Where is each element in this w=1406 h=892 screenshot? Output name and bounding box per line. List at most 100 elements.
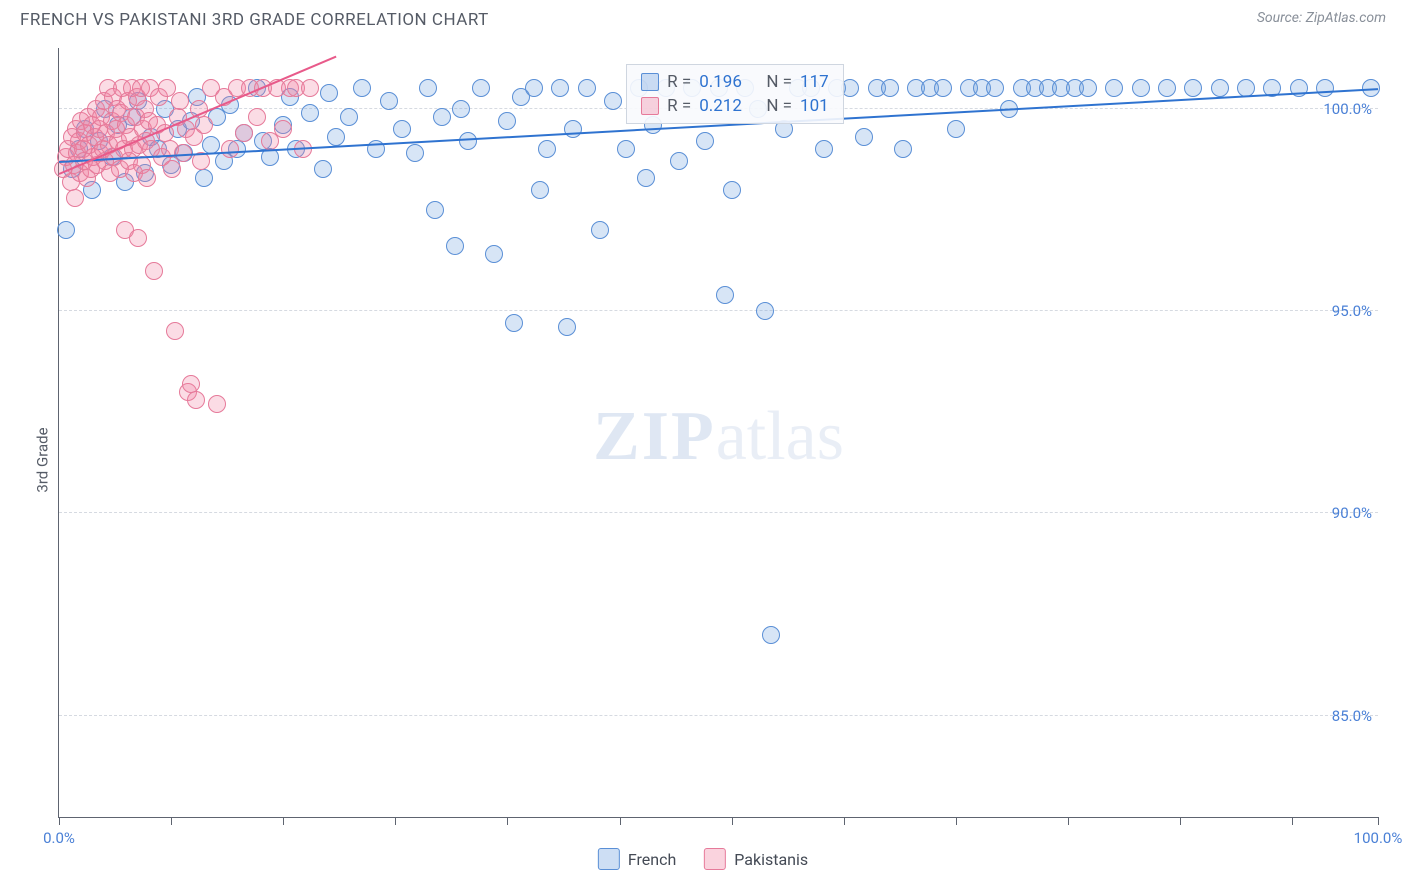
scatter-point [380,92,398,110]
scatter-point [934,79,952,97]
stats-swatch [641,73,659,91]
x-tick [171,817,172,825]
x-tick [283,817,284,825]
scatter-point [558,318,576,336]
stats-row: R = 0.212 N = 101 [641,94,829,118]
scatter-point [426,201,444,219]
scatter-point [393,120,411,138]
x-tick-label: 0.0% [43,829,75,847]
scatter-point [696,132,714,150]
x-tick [59,817,60,825]
scatter-point [855,128,873,146]
stats-r-label: R = [667,72,691,92]
scatter-point [986,79,1004,97]
scatter-point [340,108,358,126]
scatter-point [881,79,899,97]
scatter-point [459,132,477,150]
x-tick [1180,817,1181,825]
scatter-point [617,140,635,158]
scatter-point [301,79,319,97]
scatter-point [1105,79,1123,97]
y-tick-label: 95.0% [1332,302,1372,320]
scatter-point [551,79,569,97]
stats-row: R = 0.196 N = 117 [641,70,829,94]
stats-box: R = 0.196 N = 117R = 0.212 N = 101 [626,64,844,124]
stats-r-value: 0.212 [699,96,742,116]
scatter-point [171,92,189,110]
plot-area: ZIPatlas 85.0%90.0%95.0%100.0%0.0%100.0%… [58,48,1378,818]
scatter-point [138,169,156,187]
scatter-point [235,124,253,142]
scatter-point [57,221,75,239]
watermark-rest: atlas [716,398,844,475]
scatter-point [1132,79,1150,97]
stats-r-value: 0.196 [699,72,742,92]
source-label: Source: ZipAtlas.com [1257,10,1386,26]
legend-label-french: French [628,850,676,869]
watermark-zip: ZIP [593,398,716,475]
scatter-point [195,116,213,134]
stats-n-label: N = [766,96,792,116]
chart-title: FRENCH VS PAKISTANI 3RD GRADE CORRELATIO… [20,10,489,30]
scatter-point [145,262,163,280]
gridline-h [59,512,1378,513]
scatter-point [433,108,451,126]
scatter-point [815,140,833,158]
y-tick-label: 90.0% [1332,504,1372,522]
y-tick-label: 100.0% [1323,100,1372,118]
legend-item-pakistanis: Pakistanis [704,848,808,870]
scatter-point [1184,79,1202,97]
scatter-point [498,112,516,130]
scatter-point [947,120,965,138]
scatter-point [452,100,470,118]
scatter-point [327,128,345,146]
x-tick [395,817,396,825]
y-tick-label: 85.0% [1332,707,1372,725]
scatter-point [578,79,596,97]
legend: French Pakistanis [598,848,808,870]
scatter-point [446,237,464,255]
stats-n-label: N = [766,72,792,92]
scatter-point [756,302,774,320]
x-tick [620,817,621,825]
scatter-point [301,104,319,122]
scatter-point [208,395,226,413]
legend-swatch-french [598,848,620,870]
scatter-point [670,152,688,170]
scatter-point [166,322,184,340]
scatter-point [604,92,622,110]
scatter-point [129,229,147,247]
x-tick [956,817,957,825]
scatter-point [762,626,780,644]
scatter-point [406,144,424,162]
scatter-point [894,140,912,158]
scatter-point [1211,79,1229,97]
scatter-point [716,286,734,304]
scatter-point [505,314,523,332]
scatter-point [248,108,266,126]
scatter-point [637,169,655,187]
x-tick [1068,817,1069,825]
scatter-point [531,181,549,199]
scatter-point [472,79,490,97]
x-tick [1292,817,1293,825]
legend-item-french: French [598,848,676,870]
scatter-point [66,189,84,207]
scatter-point [723,181,741,199]
scatter-point [591,221,609,239]
x-tick [507,817,508,825]
gridline-h [59,715,1378,716]
scatter-point [841,79,859,97]
chart-container: 3rd Grade ZIPatlas 85.0%90.0%95.0%100.0%… [16,40,1390,880]
scatter-point [221,140,239,158]
stats-n-value: 101 [800,96,829,116]
gridline-h [59,310,1378,311]
scatter-point [353,79,371,97]
scatter-point [419,79,437,97]
watermark: ZIPatlas [593,397,844,477]
scatter-point [320,84,338,102]
scatter-point [187,391,205,409]
scatter-point [538,140,556,158]
stats-swatch [641,97,659,115]
scatter-point [525,79,543,97]
